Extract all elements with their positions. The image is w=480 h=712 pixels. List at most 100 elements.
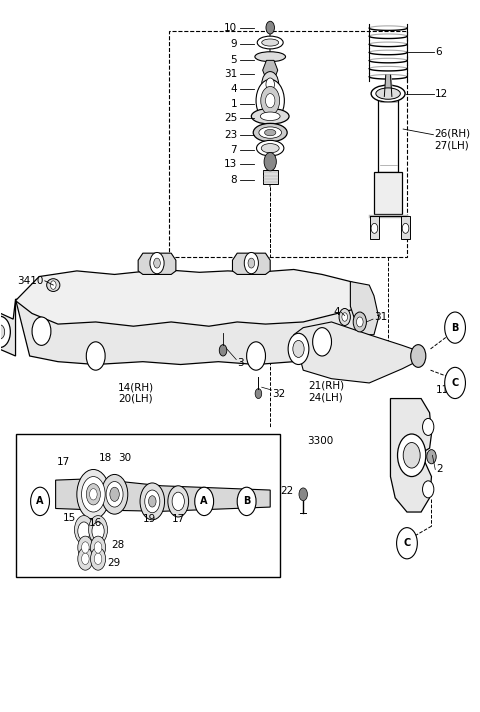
Ellipse shape — [262, 39, 279, 46]
Text: 16: 16 — [89, 518, 102, 528]
Text: A: A — [201, 496, 208, 506]
Circle shape — [82, 476, 105, 512]
Text: 29: 29 — [108, 558, 121, 568]
Circle shape — [82, 553, 89, 565]
Circle shape — [247, 342, 265, 370]
Circle shape — [353, 312, 366, 332]
Circle shape — [78, 522, 90, 540]
Circle shape — [396, 528, 417, 559]
Polygon shape — [15, 269, 369, 326]
Circle shape — [31, 487, 49, 515]
Text: 28: 28 — [111, 540, 124, 550]
Ellipse shape — [260, 112, 280, 120]
Polygon shape — [232, 253, 270, 274]
Text: 3410: 3410 — [17, 276, 44, 286]
Text: 18: 18 — [99, 453, 112, 463]
Circle shape — [106, 481, 123, 507]
Circle shape — [444, 312, 466, 343]
Text: 17: 17 — [172, 514, 185, 524]
Circle shape — [91, 536, 106, 559]
Circle shape — [94, 542, 102, 553]
Text: 11: 11 — [436, 385, 449, 395]
Circle shape — [262, 72, 279, 97]
Circle shape — [101, 474, 128, 514]
Circle shape — [402, 224, 409, 234]
Circle shape — [256, 80, 284, 122]
Text: 31: 31 — [224, 70, 237, 80]
Text: B: B — [451, 323, 459, 333]
Text: 4: 4 — [334, 307, 340, 317]
Text: 4: 4 — [230, 84, 237, 94]
Circle shape — [154, 258, 160, 268]
Text: 10: 10 — [224, 23, 237, 33]
Text: 3: 3 — [237, 358, 244, 368]
Ellipse shape — [261, 144, 279, 153]
Circle shape — [342, 313, 348, 321]
Circle shape — [339, 308, 350, 325]
Polygon shape — [390, 399, 432, 512]
Circle shape — [371, 224, 378, 234]
Circle shape — [0, 316, 11, 347]
Circle shape — [90, 488, 97, 500]
Bar — [374, 172, 402, 214]
Circle shape — [0, 325, 5, 339]
Text: 21(RH)
24(LH): 21(RH) 24(LH) — [308, 381, 344, 402]
Circle shape — [172, 492, 184, 511]
Circle shape — [94, 553, 102, 565]
Circle shape — [32, 317, 51, 345]
Text: 30: 30 — [119, 453, 132, 463]
Text: 1: 1 — [230, 98, 237, 108]
Circle shape — [86, 483, 100, 505]
Text: 26(RH)
27(LH): 26(RH) 27(LH) — [434, 129, 470, 150]
Circle shape — [261, 86, 280, 115]
Text: 17: 17 — [57, 457, 70, 467]
Text: 19: 19 — [143, 514, 156, 524]
Circle shape — [397, 434, 426, 476]
Polygon shape — [350, 281, 379, 335]
Ellipse shape — [253, 123, 287, 142]
Bar — [169, 31, 407, 257]
Circle shape — [422, 419, 434, 436]
Ellipse shape — [252, 108, 289, 124]
Text: 2: 2 — [436, 464, 443, 474]
Ellipse shape — [264, 130, 276, 136]
Circle shape — [74, 515, 93, 544]
Polygon shape — [0, 299, 15, 356]
Polygon shape — [138, 253, 176, 274]
Ellipse shape — [376, 88, 400, 99]
Circle shape — [244, 253, 258, 273]
Circle shape — [237, 487, 256, 515]
Polygon shape — [294, 322, 419, 383]
Circle shape — [293, 340, 304, 357]
Bar — [15, 434, 280, 577]
Circle shape — [148, 496, 156, 507]
Circle shape — [150, 253, 164, 273]
Ellipse shape — [47, 278, 60, 291]
Text: B: B — [243, 496, 250, 506]
Circle shape — [89, 515, 108, 544]
Circle shape — [288, 333, 309, 365]
Circle shape — [422, 481, 434, 498]
Bar — [370, 216, 379, 239]
Text: 12: 12 — [435, 88, 448, 98]
Ellipse shape — [259, 127, 282, 138]
Circle shape — [266, 21, 275, 34]
Circle shape — [264, 152, 276, 171]
Circle shape — [86, 342, 105, 370]
Circle shape — [145, 490, 160, 513]
Circle shape — [195, 487, 214, 515]
Bar — [263, 170, 278, 184]
Text: 6: 6 — [435, 48, 442, 58]
Ellipse shape — [257, 36, 283, 49]
Circle shape — [50, 281, 56, 289]
Text: A: A — [36, 496, 44, 506]
Text: 5: 5 — [230, 55, 237, 65]
Text: 7: 7 — [230, 145, 237, 155]
Polygon shape — [15, 299, 360, 365]
Circle shape — [82, 542, 89, 553]
Text: C: C — [452, 378, 459, 388]
Circle shape — [357, 317, 363, 327]
Bar — [401, 216, 410, 239]
Circle shape — [91, 548, 106, 570]
Circle shape — [140, 483, 165, 520]
